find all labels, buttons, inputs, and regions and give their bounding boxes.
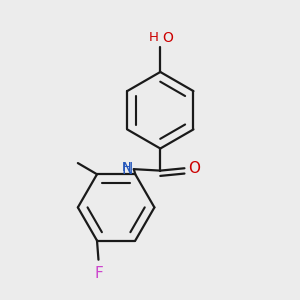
- Text: H: H: [122, 161, 131, 174]
- Text: O: O: [162, 31, 173, 44]
- Text: O: O: [188, 161, 200, 176]
- Text: H: H: [149, 31, 159, 44]
- Text: N: N: [122, 162, 133, 177]
- Text: F: F: [94, 266, 103, 280]
